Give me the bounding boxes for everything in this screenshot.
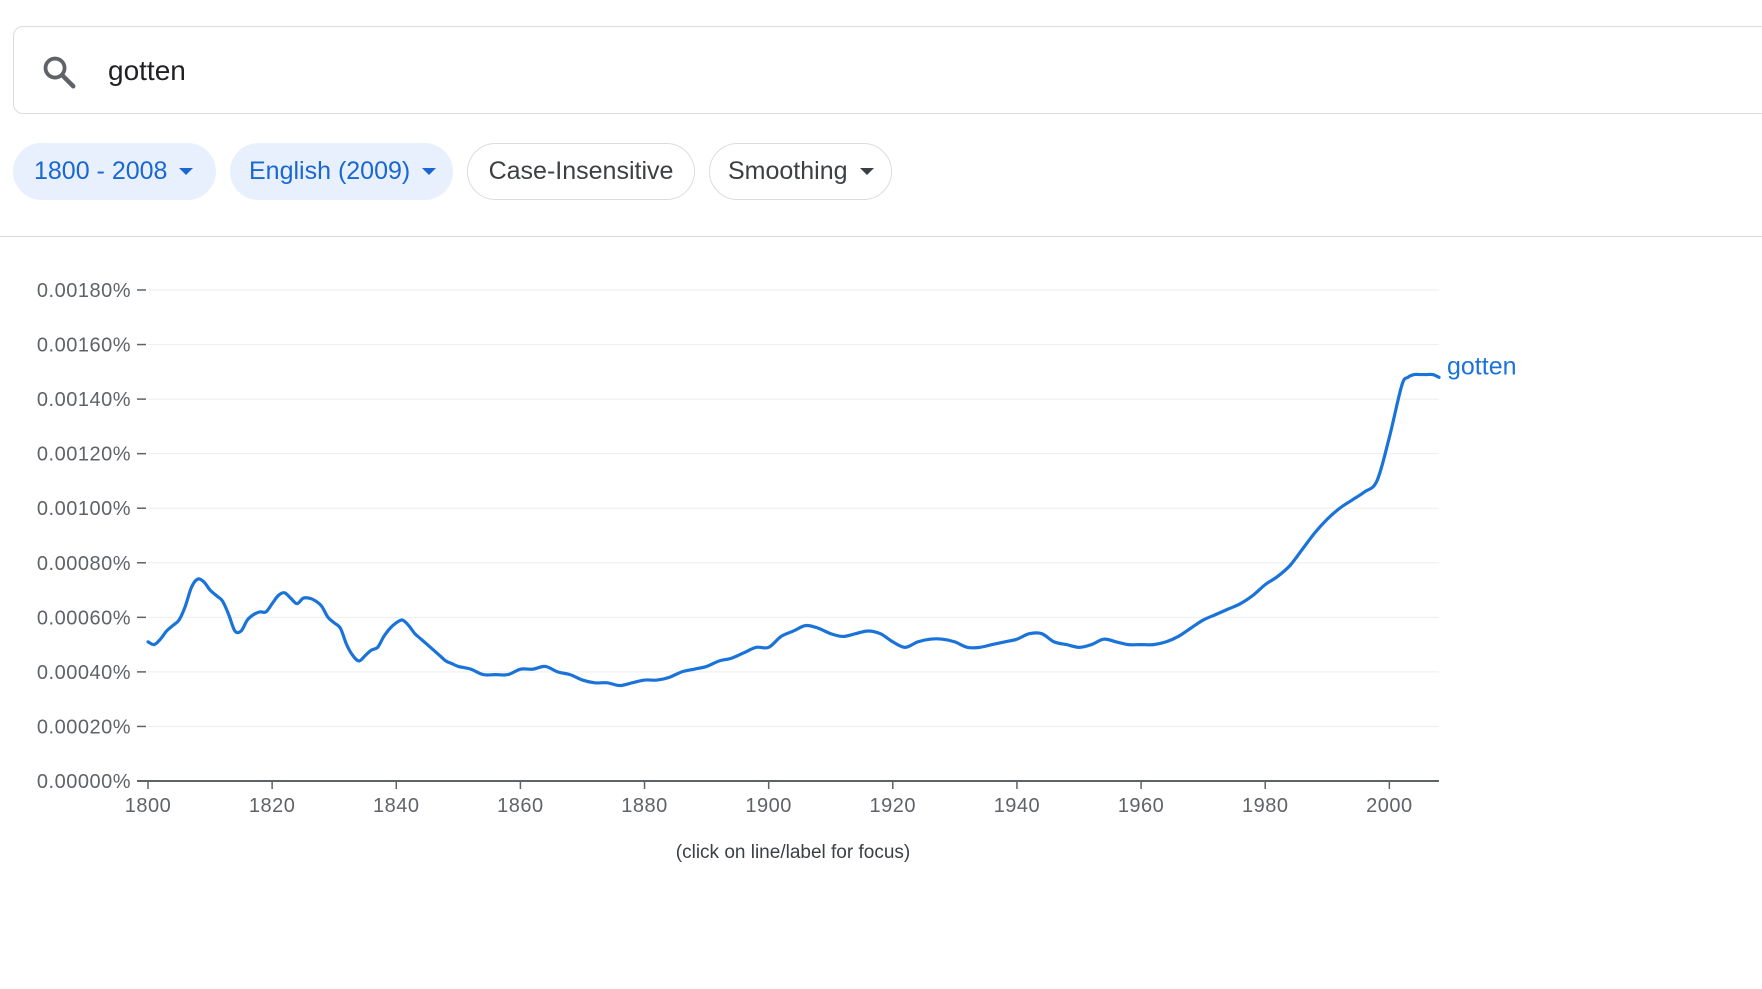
search-input[interactable] [108, 49, 1308, 93]
series-line-gotten[interactable] [146, 372, 1441, 688]
chevron-down-icon [179, 168, 194, 175]
series-label-gotten[interactable]: gotten [1447, 352, 1517, 380]
y-tick-label: 0.00180% [37, 280, 131, 302]
smoothing-label: Smoothing [728, 157, 848, 185]
year-range-label: 1800 - 2008 [34, 157, 168, 185]
x-tick-label: 1800 [125, 795, 172, 817]
y-tick-label: 0.00140% [37, 389, 131, 411]
y-tick-label: 0.00060% [37, 607, 131, 629]
x-tick-label: 1980 [1242, 795, 1289, 817]
x-tick-label: 1840 [373, 795, 420, 817]
y-tick-label: 0.00000% [37, 771, 131, 793]
x-tick-label: 1900 [745, 795, 792, 817]
smoothing-dropdown[interactable]: Smoothing [709, 143, 892, 200]
y-tick-label: 0.00040% [37, 662, 131, 684]
x-tick-label: 1880 [621, 795, 668, 817]
corpus-dropdown[interactable]: English (2009) [230, 143, 453, 200]
x-tick-label: 1820 [249, 795, 296, 817]
case-insensitive-toggle[interactable]: Case-Insensitive [467, 143, 695, 200]
search-box[interactable] [13, 26, 1762, 114]
case-insensitive-label: Case-Insensitive [488, 157, 674, 185]
divider [0, 236, 1762, 237]
focus-hint: (click on line/label for focus) [675, 842, 911, 863]
x-tick-label: 1860 [497, 795, 544, 817]
corpus-label: English (2009) [249, 157, 411, 185]
y-tick-label: 0.00080% [37, 553, 131, 575]
x-tick-label: 1940 [994, 795, 1041, 817]
y-tick-label: 0.00100% [37, 498, 131, 520]
chevron-down-icon [859, 168, 874, 175]
search-icon[interactable] [40, 53, 78, 91]
ngram-chart[interactable]: 0.00000% 0.00020% 0.00040% 0.00060% 0.00080%… [0, 240, 1762, 840]
x-tick-label: 1920 [870, 795, 917, 817]
year-range-dropdown[interactable]: 1800 - 2008 [13, 143, 216, 200]
chevron-down-icon [422, 168, 437, 175]
y-tick-label: 0.00020% [37, 716, 131, 738]
x-tick-label: 2000 [1366, 795, 1413, 817]
y-tick-label: 0.00160% [37, 335, 131, 357]
y-tick-label: 0.00120% [37, 444, 131, 466]
x-tick-label: 1960 [1118, 795, 1165, 817]
